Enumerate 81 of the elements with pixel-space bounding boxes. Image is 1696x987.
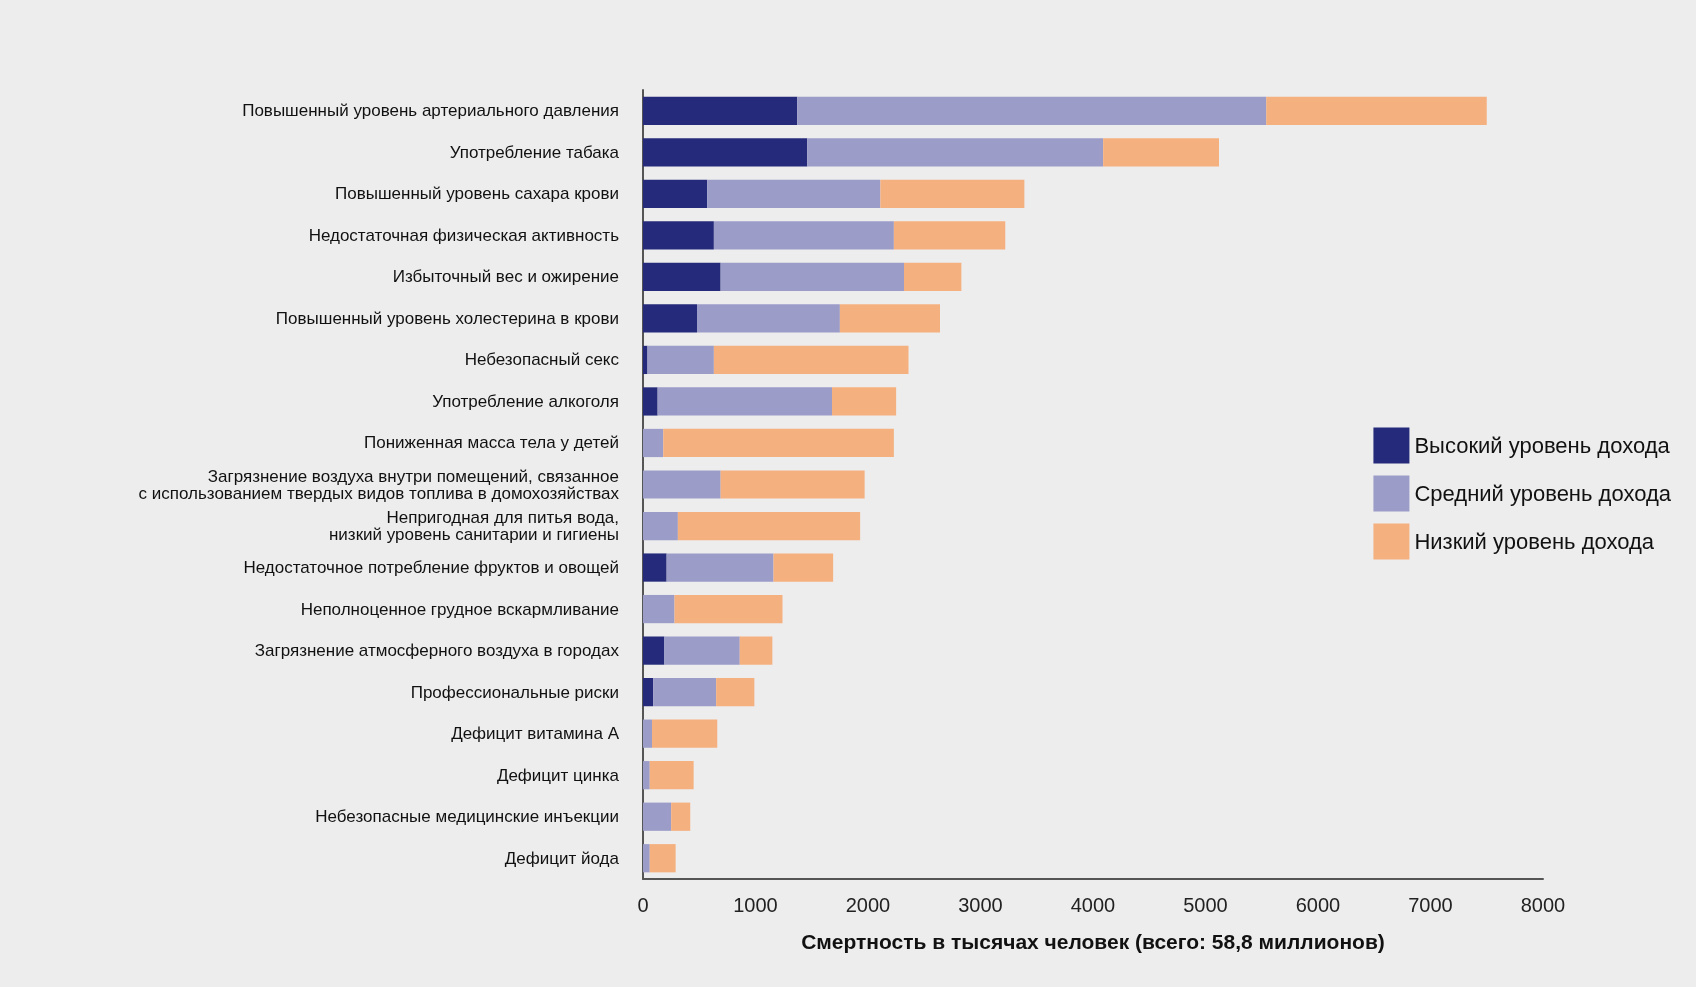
x-tick-label: 4000: [1070, 894, 1116, 916]
bar: [643, 221, 714, 250]
bar: [713, 221, 894, 250]
bar: [643, 594, 675, 624]
x-tick-label: 5000: [1183, 894, 1228, 916]
y-tick-label: Дефицит витамина А: [451, 724, 620, 744]
x-tick-label: 8000: [1520, 894, 1566, 916]
bar: [649, 844, 676, 873]
bar: [643, 179, 708, 208]
y-tick-label: Неполноценное грудное вскармливание: [300, 599, 619, 619]
x-tick-label: 7000: [1408, 894, 1453, 916]
bar: [671, 802, 691, 831]
bar: [739, 636, 773, 665]
bar: [663, 428, 894, 458]
y-tick-label: Небезопасный секс: [464, 350, 620, 370]
bar: [643, 262, 721, 291]
bar: [643, 96, 798, 125]
bar: [893, 221, 1006, 250]
y-tick-label: Дефицит цинка: [496, 765, 620, 785]
bar: [643, 428, 664, 458]
bar: [652, 719, 718, 748]
y-tick-label: Повышенный уровень сахара крови: [335, 184, 619, 204]
bar: [773, 553, 834, 582]
bar: [643, 511, 678, 541]
bar: [643, 802, 672, 831]
y-tick-label: Недостаточная физическая активность: [308, 225, 620, 245]
bar: [674, 594, 783, 624]
x-axis-title: Смертность в тысячах человек (всего: 58,8 миллионов): [801, 930, 1385, 953]
bar: [649, 761, 694, 790]
legend-label: Высокий уровень дохода: [1414, 433, 1671, 458]
x-tick-label: 2000: [845, 894, 891, 916]
bar: [643, 345, 648, 375]
bar: [643, 844, 650, 873]
y-tick-label: Избыточный вес и ожирение: [392, 267, 619, 287]
legend-label: Низкий уровень дохода: [1414, 529, 1655, 554]
bar: [647, 345, 714, 375]
bar: [880, 179, 1025, 208]
bar: [1266, 96, 1487, 125]
bar: [643, 553, 667, 582]
y-tick-label: Повышенный уровень артериального давления: [242, 101, 619, 121]
y-tick-label: Профессиональные риски: [410, 682, 619, 702]
y-tick-label: Употребление алкоголя: [432, 391, 619, 411]
bar: [720, 470, 865, 499]
y-tick-label: Повышенный уровень холестерина в крови: [275, 308, 619, 328]
bar: [697, 304, 840, 333]
bar: [643, 678, 654, 707]
y-tick-label: Дефицит йода: [504, 848, 620, 868]
bar: [657, 387, 832, 416]
bar: [643, 761, 650, 790]
y-tick-label: Употребление табака: [449, 142, 620, 162]
bar: [1103, 138, 1219, 167]
y-tick-label: Небезопасные медицинские инъекции: [315, 807, 619, 827]
y-tick-label: Пониженная масса тела у детей: [363, 433, 619, 453]
bar: [643, 387, 658, 416]
x-tick-label: 0: [637, 894, 649, 916]
bar: [720, 262, 904, 291]
legend-label: Средний уровень дохода: [1414, 481, 1672, 506]
y-tick-label: Загрязнение воздуха внутри помещений, связанное с использованием твердых видов топлива в домохозяйствах: [138, 466, 620, 503]
bar: [666, 553, 774, 582]
bar: [807, 138, 1104, 167]
y-tick-label: Загрязнение атмосферного воздуха в городах: [254, 641, 620, 661]
x-tick-label: 6000: [1295, 894, 1341, 916]
bar: [664, 636, 740, 665]
bar: [707, 179, 881, 208]
bar: [839, 304, 940, 333]
bar: [832, 387, 897, 416]
bar: [713, 345, 909, 375]
bar: [716, 678, 755, 707]
x-tick-label: 3000: [958, 894, 1003, 916]
bar: [643, 470, 721, 499]
bar: [797, 96, 1267, 125]
bar: [677, 511, 861, 541]
bar: [643, 138, 808, 167]
bar: [643, 719, 652, 748]
bar: [643, 636, 665, 665]
y-tick-label: Непригодная для питья вода, низкий уровень санитарии и гигиены: [328, 508, 619, 545]
bar: [904, 262, 962, 291]
bar: [643, 304, 697, 333]
x-tick-label: 1000: [733, 894, 778, 916]
bar: [653, 678, 717, 707]
y-tick-label: Недостаточное потребление фруктов и овощей: [243, 558, 619, 578]
